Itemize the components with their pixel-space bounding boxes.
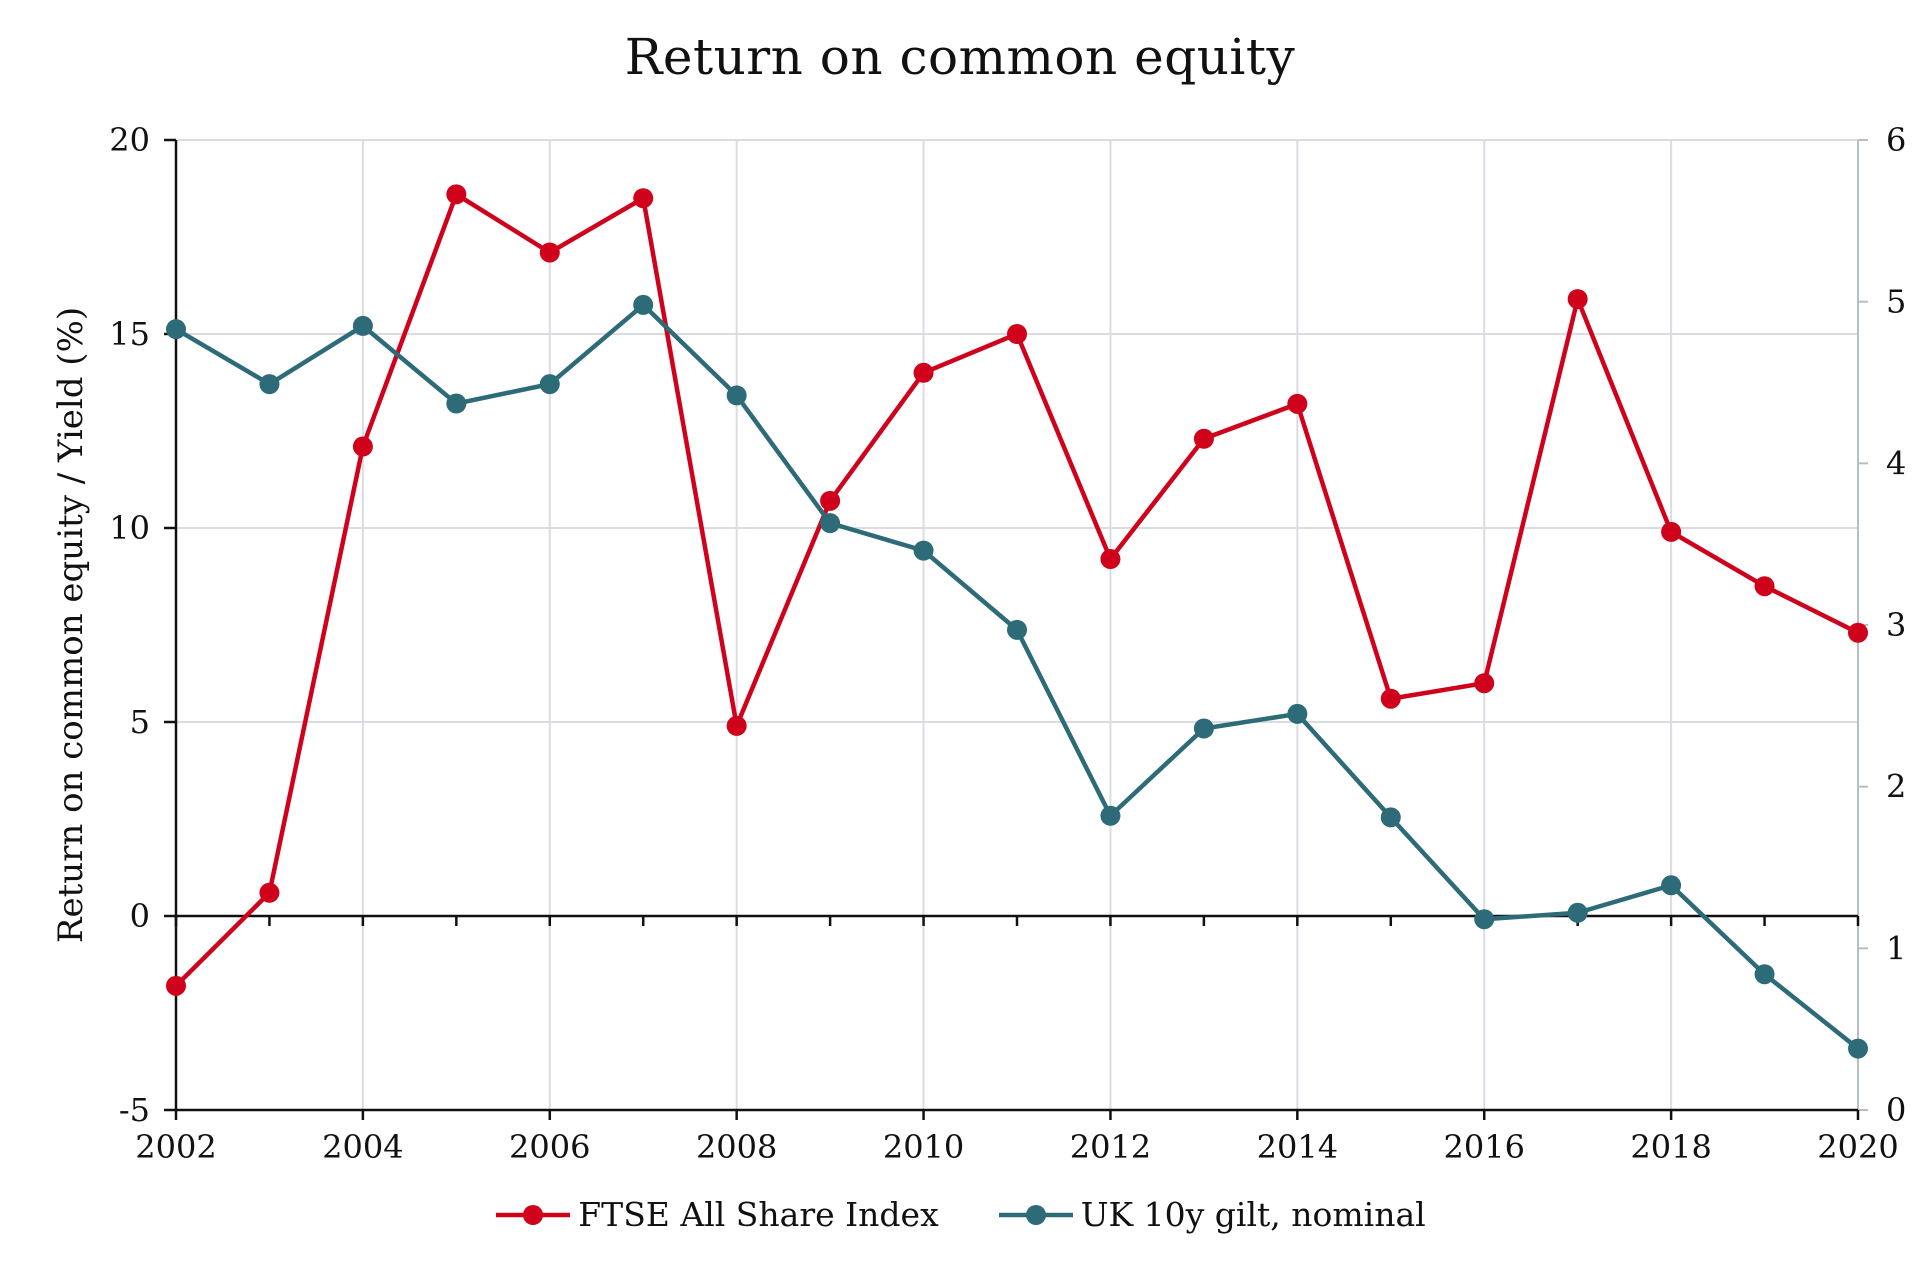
y-tick-label: -5 xyxy=(119,1091,150,1129)
data-point-uk-10y-gilt-nominal xyxy=(352,315,373,336)
y-tick-label: 15 xyxy=(109,315,150,353)
data-point-ftse-all-share-index xyxy=(1754,576,1775,597)
y2-tick-label: 6 xyxy=(1886,121,1906,159)
data-point-ftse-all-share-index xyxy=(726,715,747,736)
data-point-uk-10y-gilt-nominal xyxy=(1474,909,1495,930)
data-point-uk-10y-gilt-nominal xyxy=(1287,703,1308,724)
x-tick-label: 2012 xyxy=(1070,1128,1151,1166)
y2-tick-label: 1 xyxy=(1886,929,1906,967)
data-point-uk-10y-gilt-nominal xyxy=(539,374,560,395)
data-point-uk-10y-gilt-nominal xyxy=(820,513,841,534)
data-point-uk-10y-gilt-nominal xyxy=(1848,1038,1868,1059)
data-point-ftse-all-share-index xyxy=(1380,688,1401,709)
x-tick-label: 2010 xyxy=(883,1128,964,1166)
data-point-ftse-all-share-index xyxy=(259,882,280,903)
data-point-uk-10y-gilt-nominal xyxy=(259,374,280,395)
x-tick-label: 2020 xyxy=(1817,1128,1898,1166)
data-point-ftse-all-share-index xyxy=(1474,673,1495,694)
data-point-uk-10y-gilt-nominal xyxy=(726,385,747,406)
x-tick-label: 2016 xyxy=(1444,1128,1525,1166)
series-layer xyxy=(166,184,1868,1059)
legend-swatch-ftse-all-share-index xyxy=(496,1204,571,1225)
data-point-uk-10y-gilt-nominal xyxy=(1007,619,1027,640)
data-point-uk-10y-gilt-nominal xyxy=(1661,875,1682,896)
y-axis-title: Return on common equity / Yield (%) xyxy=(51,307,91,943)
y2-tick-label: 4 xyxy=(1886,444,1906,482)
data-point-uk-10y-gilt-nominal xyxy=(1567,902,1588,923)
data-point-ftse-all-share-index xyxy=(1100,549,1121,570)
data-point-ftse-all-share-index xyxy=(633,188,654,209)
data-point-ftse-all-share-index xyxy=(352,436,373,457)
x-tick-label: 2014 xyxy=(1257,1128,1338,1166)
y-tick-label: 20 xyxy=(109,121,150,159)
data-point-uk-10y-gilt-nominal xyxy=(913,540,934,561)
chart-title: Return on common equity xyxy=(624,28,1296,86)
data-point-ftse-all-share-index xyxy=(446,184,467,205)
data-point-uk-10y-gilt-nominal xyxy=(1380,807,1401,828)
legend-label-ftse-all-share-index: FTSE All Share Index xyxy=(578,1195,939,1234)
series-uk-10y-gilt-nominal xyxy=(166,294,1868,1059)
x-tick-label: 2018 xyxy=(1630,1128,1711,1166)
data-point-uk-10y-gilt-nominal xyxy=(166,319,186,340)
data-point-ftse-all-share-index xyxy=(1661,521,1682,542)
y2-tick-label: 3 xyxy=(1886,606,1906,644)
data-point-ftse-all-share-index xyxy=(1567,289,1588,310)
data-point-uk-10y-gilt-nominal xyxy=(1193,718,1214,739)
series-ftse-all-share-index xyxy=(166,184,1868,996)
legend-label-uk-10y-gilt-nominal: UK 10y gilt, nominal xyxy=(1080,1195,1426,1234)
y2-tick-label: 0 xyxy=(1886,1091,1906,1129)
data-point-uk-10y-gilt-nominal xyxy=(633,294,654,315)
y-tick-label: 5 xyxy=(130,703,150,741)
data-point-ftse-all-share-index xyxy=(1287,393,1308,414)
data-point-uk-10y-gilt-nominal xyxy=(446,393,467,414)
series-line-ftse-all-share-index xyxy=(174,192,1860,988)
y2-tick-label: 2 xyxy=(1886,768,1906,806)
data-point-ftse-all-share-index xyxy=(539,242,560,263)
legend: FTSE All Share Index UK 10y gilt, nominal xyxy=(0,1195,1920,1234)
x-tick-label: 2006 xyxy=(509,1128,590,1166)
data-point-ftse-all-share-index xyxy=(1848,622,1868,643)
data-point-ftse-all-share-index xyxy=(1007,324,1027,344)
data-point-ftse-all-share-index xyxy=(1193,428,1214,449)
y2-tick-label: 5 xyxy=(1886,283,1906,321)
y-tick-label: 10 xyxy=(109,509,150,547)
data-point-uk-10y-gilt-nominal xyxy=(1754,964,1775,985)
y-tick-label: 0 xyxy=(130,897,150,935)
data-point-ftse-all-share-index xyxy=(820,490,841,511)
data-point-ftse-all-share-index xyxy=(166,975,186,996)
x-tick-label: 2004 xyxy=(322,1128,403,1166)
x-tick-label: 2008 xyxy=(696,1128,777,1166)
data-point-ftse-all-share-index xyxy=(913,362,934,383)
x-tick-label: 2002 xyxy=(135,1128,216,1166)
tick-labels: -5 0 5 10 15 20 0 1 2 3 4 5 6 2002 2004 2006 2008 2010 201… xyxy=(51,121,1906,1166)
legend-item-uk-10y-gilt-nominal: UK 10y gilt, nominal xyxy=(997,1195,1426,1234)
data-point-uk-10y-gilt-nominal xyxy=(1100,805,1121,826)
legend-swatch-uk-10y-gilt-nominal xyxy=(998,1204,1073,1225)
series-line-uk-10y-gilt-nominal xyxy=(174,302,1860,1051)
legend-item-ftse-all-share-index: FTSE All Share Index xyxy=(494,1195,939,1234)
